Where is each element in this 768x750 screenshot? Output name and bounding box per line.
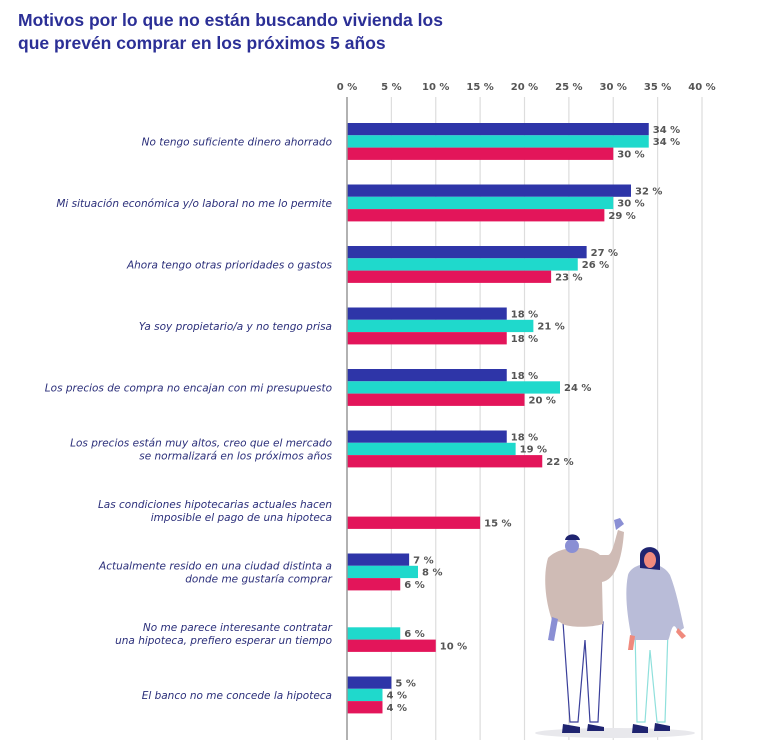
bar-series_3 [347, 455, 543, 468]
bar-series_2 [347, 442, 516, 456]
bar-series_1 [347, 246, 587, 259]
value-label: 22 % [546, 457, 573, 468]
category-label: Actualmente resido en una ciudad distint… [98, 560, 332, 572]
bars [347, 123, 649, 714]
value-label: 32 % [635, 186, 662, 197]
value-label: 24 % [564, 383, 591, 394]
category-label: Las condiciones hipotecarias actuales ha… [98, 499, 332, 511]
value-label: 15 % [484, 518, 511, 529]
category-label: donde me gustaría comprar [185, 573, 332, 585]
value-label: 27 % [591, 248, 618, 259]
category-label: No tengo suficiente dinero ahorrado [142, 136, 332, 148]
woman-figure-icon [626, 547, 686, 733]
value-label: 29 % [608, 211, 635, 222]
value-label: 6 % [404, 629, 424, 640]
bar-series_1 [347, 307, 507, 320]
bar-series_1 [347, 430, 507, 443]
bar-series_3 [347, 209, 605, 222]
man-figure-icon [545, 518, 624, 733]
x-tick-label: 35 % [644, 82, 671, 93]
category-label: No me parece interesante contratar [143, 622, 333, 634]
bar-series_1 [347, 369, 507, 382]
value-label: 18 % [511, 371, 538, 382]
chart-title-line-1: Motivos por lo que no están buscando viv… [18, 10, 443, 30]
ground-shadow [535, 728, 695, 738]
bar-series_2 [347, 319, 534, 333]
bar-series_1 [347, 184, 631, 197]
people-illustration [535, 518, 695, 738]
value-label: 8 % [422, 568, 442, 579]
category-label: Mi situación económica y/o laboral no me… [56, 198, 332, 210]
value-label: 4 % [387, 703, 407, 714]
bar-series_2 [347, 565, 418, 579]
value-label: 18 % [511, 309, 538, 320]
x-tick-label: 15 % [466, 82, 493, 93]
chart-title-line-2: que prevén comprar en los próximos 5 año… [18, 33, 386, 53]
value-label: 18 % [511, 334, 538, 345]
x-tick-label: 20 % [511, 82, 538, 93]
bar-series_3 [347, 578, 401, 591]
x-axis-ticks: 0 % 5 % 10 % 15 % 20 % 25 % 30 % 35 % 40 % [337, 82, 716, 93]
bar-series_2 [347, 381, 560, 394]
value-label: 7 % [413, 555, 433, 566]
x-tick-label: 10 % [422, 82, 449, 93]
bar-series_3 [347, 270, 552, 283]
category-label: El banco no me concede la hipoteca [142, 690, 332, 702]
value-label: 21 % [537, 322, 564, 333]
value-label: 23 % [555, 272, 582, 283]
x-tick-label: 0 % [337, 82, 357, 93]
bar-series_3 [347, 147, 614, 160]
value-label: 34 % [653, 125, 680, 136]
bar-series_2 [347, 258, 578, 271]
category-label: se normalizará en los próximos años [139, 450, 332, 462]
value-label: 4 % [387, 691, 407, 702]
category-label: imposible el pago de una hipoteca [151, 512, 332, 524]
chart-title: Motivos por lo que no están buscando viv… [18, 9, 443, 55]
value-label: 6 % [404, 580, 424, 591]
value-label: 34 % [653, 137, 680, 148]
bar-series_2 [347, 135, 649, 148]
bar-series_1 [347, 123, 649, 136]
x-tick-label: 30 % [600, 82, 627, 93]
bar-series_1 [347, 553, 410, 566]
value-label: 10 % [440, 641, 467, 652]
bar-series_2 [347, 688, 383, 702]
value-label: 20 % [529, 395, 556, 406]
category-label: una hipoteca, prefiero esperar un tiempo [115, 635, 332, 647]
category-label: Los precios están muy altos, creo que el… [70, 437, 332, 449]
value-label: 5 % [395, 678, 415, 689]
x-tick-label: 25 % [555, 82, 582, 93]
bar-series_1 [347, 676, 392, 689]
category-label: Ahora tengo otras prioridades o gastos [126, 259, 333, 271]
category-label: Los precios de compra no encajan con mi … [45, 382, 332, 394]
value-label: 26 % [582, 260, 609, 271]
bar-series_2 [347, 627, 401, 640]
bar-series_2 [347, 196, 614, 210]
bar-series_3 [347, 701, 383, 714]
x-tick-label: 5 % [381, 82, 401, 93]
value-label: 18 % [511, 432, 538, 443]
bar-series_3 [347, 639, 436, 652]
bar-series_3 [347, 332, 507, 345]
value-label: 30 % [617, 149, 644, 160]
value-label: 19 % [520, 445, 547, 456]
bar-series_3 [347, 516, 481, 529]
bar-series_3 [347, 393, 525, 406]
x-tick-label: 40 % [688, 82, 715, 93]
category-label: Ya soy propietario/a y no tengo prisa [139, 321, 332, 333]
value-label: 30 % [617, 199, 644, 210]
